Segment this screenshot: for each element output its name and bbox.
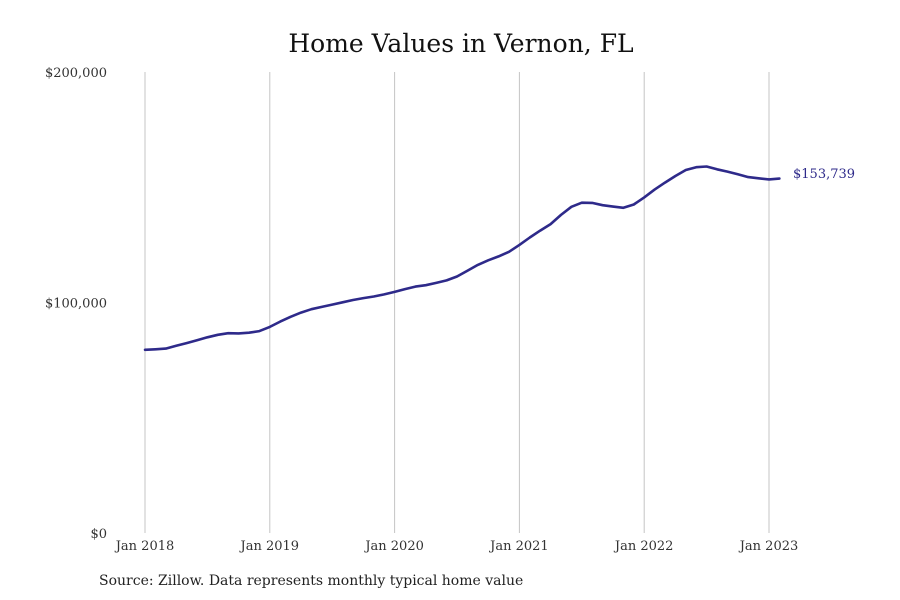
x-tick-label: Jan 2023 [738, 539, 799, 554]
home-value-line [143, 165, 781, 352]
y-tick-label: $200,000 [45, 66, 107, 81]
x-axis-ticks: Jan 2018 Jan 2019 Jan 2020 Jan 2021 Jan 2022… [114, 539, 799, 554]
x-tick-label: Jan 2018 [114, 539, 175, 554]
x-tick-label: Jan 2019 [239, 539, 300, 554]
latest-value-label: $153,739 [793, 167, 855, 182]
y-axis-ticks: $0 $100,000 $200,000 [45, 66, 107, 542]
x-tick-label: Jan 2021 [488, 539, 549, 554]
y-tick-label: $0 [90, 527, 107, 542]
source-note: Source: Zillow. Data represents monthly … [99, 573, 523, 589]
y-tick-label: $100,000 [45, 297, 107, 312]
chart-title: Home Values in Vernon, FL [288, 29, 633, 58]
x-tick-label: Jan 2022 [613, 539, 674, 554]
x-tick-label: Jan 2020 [363, 539, 424, 554]
vertical-gridlines [144, 72, 770, 533]
